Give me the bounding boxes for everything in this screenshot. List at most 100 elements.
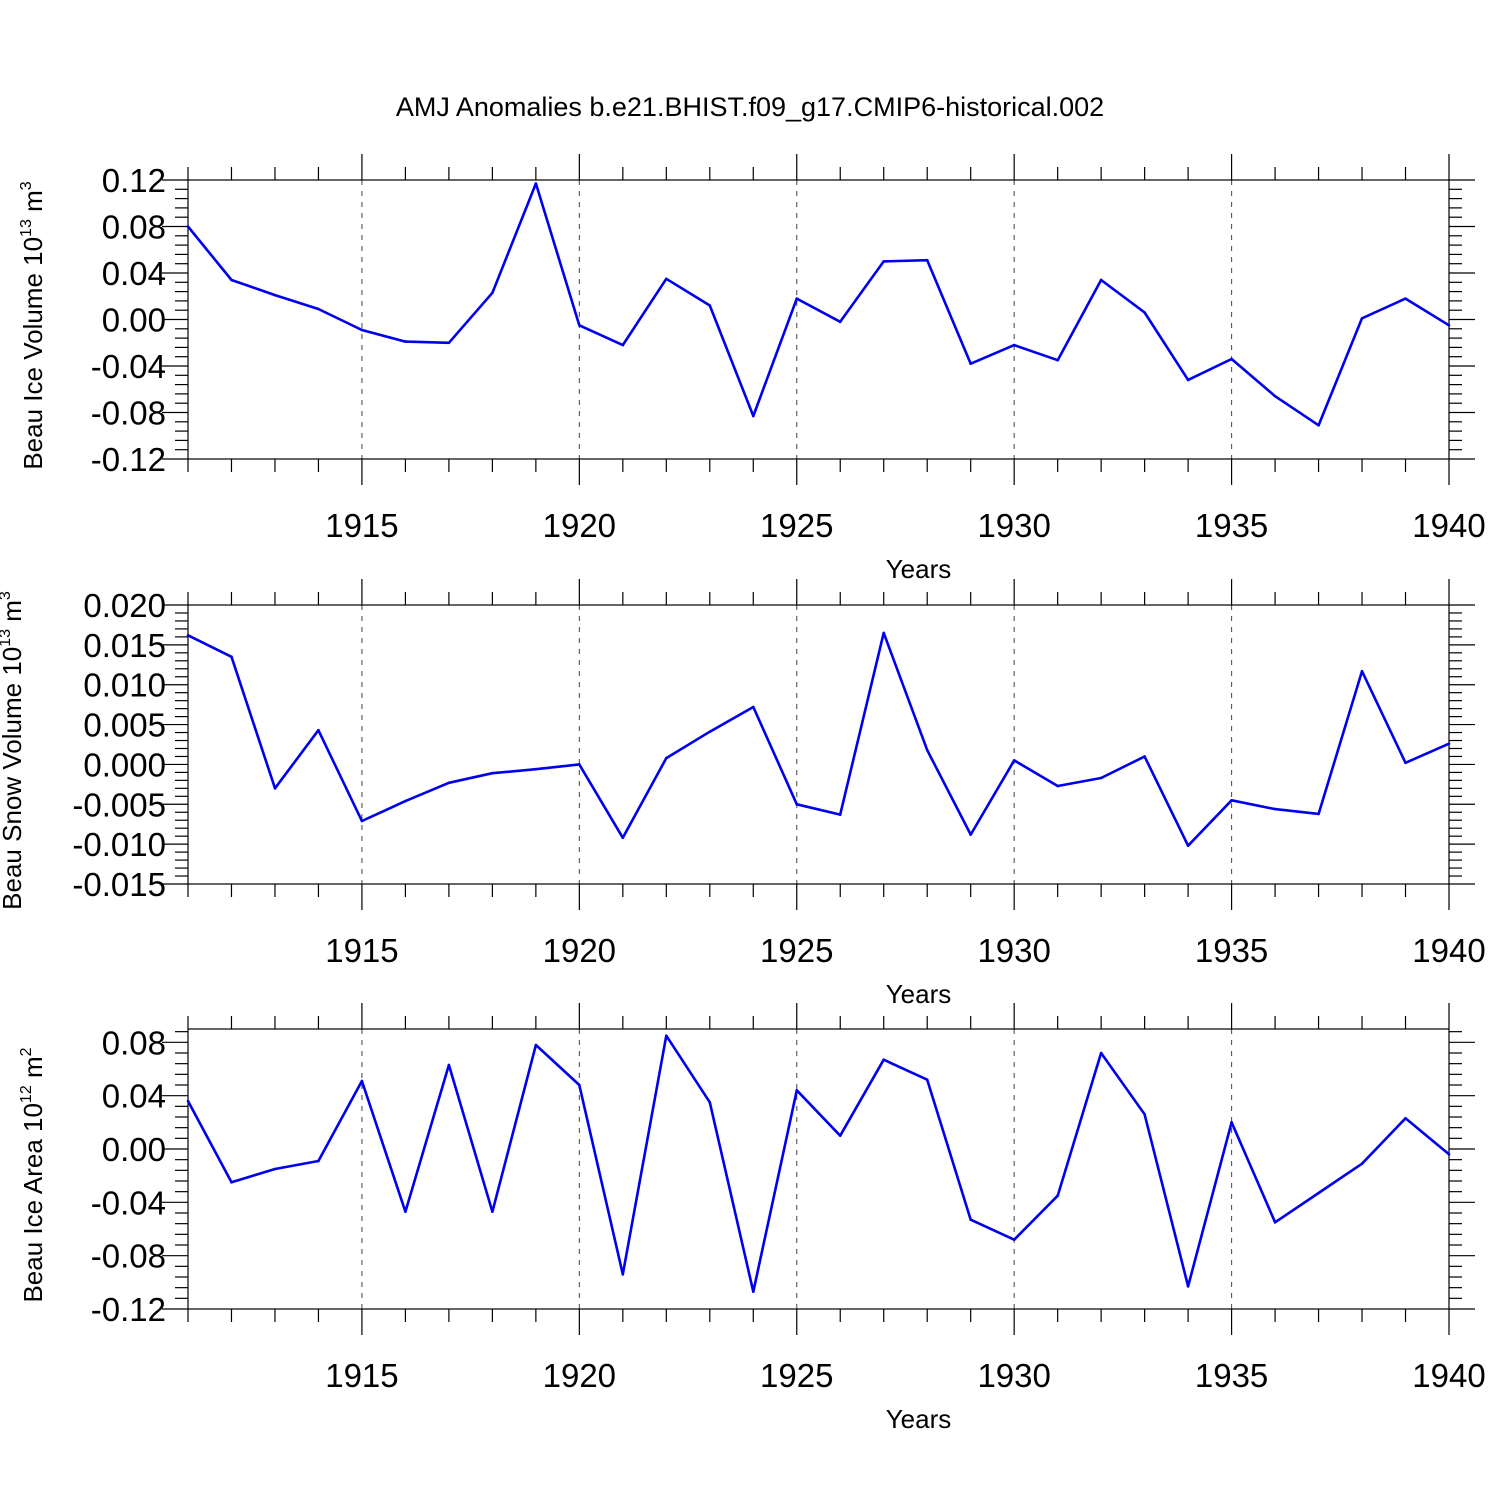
data-point: [1360, 1162, 1364, 1165]
data-point: [795, 297, 799, 300]
y-tick-label: 0.015: [83, 627, 166, 664]
data-point: [404, 340, 407, 343]
y-tick-label: -0.015: [72, 866, 166, 903]
x-tick-label: 1935: [1195, 1357, 1268, 1394]
x-tick-label: 1940: [1412, 1357, 1485, 1394]
data-point: [1186, 844, 1190, 848]
data-point: [534, 1043, 538, 1047]
x-tick-label: 1930: [977, 932, 1050, 969]
series-line: [186, 1034, 1450, 1293]
data-point: [708, 1101, 712, 1104]
plot-frame: [187, 179, 1450, 460]
y-tick-label: 0.000: [83, 746, 166, 783]
data-point: [882, 1058, 886, 1061]
data-point: [273, 293, 277, 297]
x-tick-label: 1920: [543, 932, 616, 969]
data-point: [969, 362, 972, 365]
data-point: [882, 631, 886, 635]
data-point: [1099, 1051, 1103, 1055]
data-point: [317, 1159, 320, 1163]
x-tick-label: 1935: [1195, 507, 1268, 544]
data-point: [838, 813, 842, 816]
x-tick-label: 1935: [1195, 932, 1268, 969]
data-point: [1447, 324, 1451, 327]
data-point: [230, 655, 233, 659]
panel-2: 1915 1920 1925 1930 1935 19400.0200.0150.0100…: [0, 579, 1486, 1009]
x-tick-label: 1940: [1412, 932, 1485, 969]
data-point: [1143, 311, 1146, 314]
data-point: [230, 278, 233, 282]
data-point: [491, 1210, 494, 1213]
data-point: [925, 1078, 929, 1081]
data-point: [925, 748, 929, 752]
plot-frame: [187, 1028, 1450, 1310]
data-point: [665, 756, 668, 760]
data-point: [882, 260, 886, 263]
data-point: [578, 763, 581, 766]
data-point: [404, 799, 407, 803]
data-point: [186, 633, 190, 637]
data-point: [1186, 1285, 1190, 1288]
data-point: [317, 728, 320, 732]
data-point: [708, 730, 712, 734]
y-axis-label: Beau Ice Volume 1013 m3: [18, 181, 48, 469]
x-axis-label: Years: [886, 1404, 952, 1434]
data-point: [1317, 1191, 1320, 1195]
data-point: [1404, 1117, 1407, 1120]
data-point: [186, 1099, 190, 1103]
data-point: [795, 802, 799, 806]
y-tick-label: -0.08: [91, 1238, 166, 1275]
data-point: [925, 258, 929, 262]
y-tick-label: -0.08: [91, 395, 166, 432]
chart-title: AMJ Anomalies b.e21.BHIST.f09_g17.CMIP6-…: [396, 92, 1104, 122]
data-point: [621, 836, 625, 840]
data-point: [969, 833, 972, 836]
x-axis-label: Years: [886, 979, 952, 1009]
x-tick-label: 1920: [543, 1357, 616, 1394]
data-point: [1273, 807, 1277, 811]
data-point: [1360, 317, 1364, 320]
data-point: [969, 1218, 972, 1221]
data-point: [1360, 669, 1364, 673]
y-tick-label: -0.04: [91, 348, 166, 385]
data-point: [404, 1210, 407, 1213]
panel-1: 1915 1920 1925 1930 1935 1940 0.12 0.08 0.04 0.00…: [18, 154, 1486, 584]
y-tick-label: 0.020: [83, 587, 166, 624]
y-tick-label: 0.005: [83, 707, 166, 744]
data-point: [273, 1167, 277, 1171]
data-point: [838, 1134, 842, 1137]
data-point: [447, 1063, 451, 1067]
y-tick-label: -0.12: [91, 441, 166, 478]
x-tick-label: 1915: [325, 932, 398, 969]
y-tick-label: -0.010: [72, 826, 166, 863]
y-tick-label: -0.005: [72, 786, 166, 823]
data-point: [1404, 761, 1407, 765]
x-tick-label: 1925: [760, 1357, 833, 1394]
y-tick-label: 0.00: [102, 302, 166, 339]
data-point: [665, 277, 668, 281]
data-point: [1056, 1194, 1059, 1197]
data-point: [1012, 1238, 1016, 1241]
y-tick-label: 0.04: [102, 255, 166, 292]
x-tick-label: 1925: [760, 932, 833, 969]
data-point: [1186, 378, 1190, 382]
data-point: [1404, 297, 1407, 300]
y-tick-label: -0.12: [91, 1291, 166, 1328]
x-tick-label: 1930: [977, 507, 1050, 544]
x-axis-label: Years: [886, 554, 952, 584]
y-axis-label: Beau Snow Volume 1013 m3: [0, 591, 27, 910]
panel-3: 1915 1920 1925 1930 1935 1940 0.08 0.04 0.00 -0.0…: [18, 1003, 1486, 1434]
data-point: [360, 328, 364, 332]
data-point: [1099, 776, 1103, 780]
x-tick-label: 1925: [760, 507, 833, 544]
data-point: [1099, 278, 1103, 282]
series-line: [186, 182, 1450, 427]
y-tick-label: 0.08: [102, 209, 166, 246]
y-tick-label: 0.08: [102, 1024, 166, 1061]
data-point: [186, 225, 190, 228]
data-point: [317, 307, 320, 311]
data-point: [1230, 357, 1233, 361]
data-point: [1143, 755, 1146, 758]
data-point: [1012, 759, 1016, 762]
y-tick-label: 0.04: [102, 1078, 166, 1115]
